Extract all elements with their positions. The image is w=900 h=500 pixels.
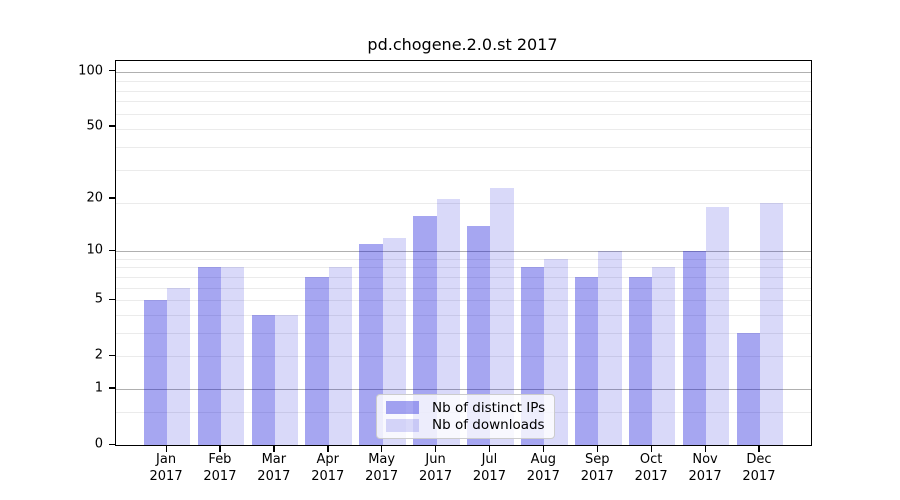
gridline-minor-79 <box>116 90 811 92</box>
bar-jun-ips <box>413 215 437 445</box>
gridline-minor-69 <box>116 101 811 103</box>
y-tick-label-50: 50 <box>86 118 103 134</box>
y-tick-2 <box>109 354 115 356</box>
gridline-major-1 <box>116 388 811 390</box>
bar-jun-downloads <box>436 198 460 445</box>
bar-oct-downloads <box>652 267 676 445</box>
x-tick-label-nov: Nov 2017 <box>688 452 722 484</box>
x-tick-sep <box>596 445 599 452</box>
y-tick-5 <box>109 298 115 300</box>
y-tick-0 <box>109 443 115 445</box>
x-tick-label-jan: Jan 2017 <box>149 452 183 484</box>
x-tick-dec <box>758 445 760 452</box>
gridline-minor-49 <box>116 128 811 130</box>
bar-oct-ips <box>628 276 653 445</box>
gridline-minor-6 <box>116 287 811 289</box>
x-tick-jun <box>435 445 437 452</box>
gridline-minor-9 <box>116 258 811 260</box>
legend-swatch-distinct-ips <box>386 401 419 415</box>
y-tick-100 <box>109 70 115 72</box>
x-tick-label-oct: Oct 2017 <box>634 452 668 484</box>
x-tick-nov <box>704 445 706 452</box>
x-tick-may <box>381 445 383 452</box>
bar-dec-ips <box>736 332 760 445</box>
legend-label-downloads: Nb of downloads <box>432 417 545 434</box>
legend-label-distinct-ips: Nb of distinct IPs <box>432 399 546 416</box>
gridline-minor-8 <box>116 267 811 269</box>
bar-mar-ips <box>251 314 275 445</box>
x-tick-label-mar: Mar 2017 <box>257 452 291 484</box>
x-tick-mar <box>273 445 275 452</box>
gridline-minor-2 <box>116 356 811 358</box>
bar-sep-downloads <box>598 251 622 445</box>
y-tick-50 <box>109 125 115 127</box>
x-tick-label-sep: Sep 2017 <box>580 452 614 484</box>
x-tick-jan <box>165 445 167 452</box>
gridline-minor-29 <box>116 169 811 171</box>
legend: Nb of distinct IPs Nb of downloads <box>376 394 555 439</box>
gridline-major-100 <box>116 71 811 73</box>
bar-jul-downloads <box>490 187 514 445</box>
gridline-minor-7 <box>116 276 811 278</box>
y-tick-20 <box>109 197 115 199</box>
x-tick-aug <box>542 445 545 452</box>
bar-sep-ips <box>574 276 599 445</box>
gridline-minor-39 <box>116 146 811 148</box>
legend-item-downloads: Nb of downloads <box>386 417 545 433</box>
x-tick-apr <box>327 445 329 452</box>
y-tick-label-5: 5 <box>94 291 103 307</box>
plot-area <box>115 60 812 446</box>
x-tick-jul <box>488 445 491 452</box>
gridline-minor-89 <box>116 81 811 83</box>
y-tick-label-0: 0 <box>94 436 103 452</box>
gridline-minor-19 <box>116 202 811 204</box>
legend-swatch-downloads <box>386 418 419 432</box>
bar-feb-downloads <box>220 267 245 445</box>
bar-apr-downloads <box>328 267 353 445</box>
gridline-major-10 <box>116 251 811 253</box>
x-tick-label-jun: Jun 2017 <box>419 452 453 484</box>
x-tick-label-apr: Apr 2017 <box>311 452 345 484</box>
bar-apr-ips <box>305 276 329 445</box>
bar-nov-ips <box>682 251 707 445</box>
x-tick-label-dec: Dec 2017 <box>742 452 776 484</box>
x-tick-label-aug: Aug 2017 <box>526 452 560 484</box>
y-tick-label-20: 20 <box>86 190 103 206</box>
bar-mar-downloads <box>274 314 299 445</box>
x-tick-label-may: May 2017 <box>365 452 399 484</box>
bar-dec-downloads <box>759 202 784 445</box>
chart-title: pd.chogene.2.0.st 2017 <box>367 35 558 54</box>
bar-jan-downloads <box>167 287 191 445</box>
bar-feb-ips <box>197 267 221 445</box>
x-tick-oct <box>650 445 652 452</box>
bar-may-downloads <box>382 237 406 445</box>
x-tick-feb <box>219 445 221 452</box>
gridline-minor-59 <box>116 113 811 115</box>
y-tick-1 <box>109 387 115 389</box>
x-tick-label-feb: Feb 2017 <box>203 452 237 484</box>
gridline-minor-5 <box>116 300 811 302</box>
bar-jul-ips <box>467 225 491 445</box>
bar-jan-ips <box>143 300 168 445</box>
y-tick-label-2: 2 <box>94 347 103 363</box>
x-tick-label-jul: Jul 2017 <box>472 452 506 484</box>
bar-nov-downloads <box>706 206 730 445</box>
y-tick-10 <box>109 249 115 251</box>
gridline-minor-3 <box>116 332 811 334</box>
y-tick-label-100: 100 <box>78 63 103 79</box>
y-tick-label-10: 10 <box>86 242 103 258</box>
y-tick-label-1: 1 <box>94 380 103 396</box>
legend-item-distinct-ips: Nb of distinct IPs <box>386 400 545 416</box>
gridline-minor-4 <box>116 314 811 316</box>
